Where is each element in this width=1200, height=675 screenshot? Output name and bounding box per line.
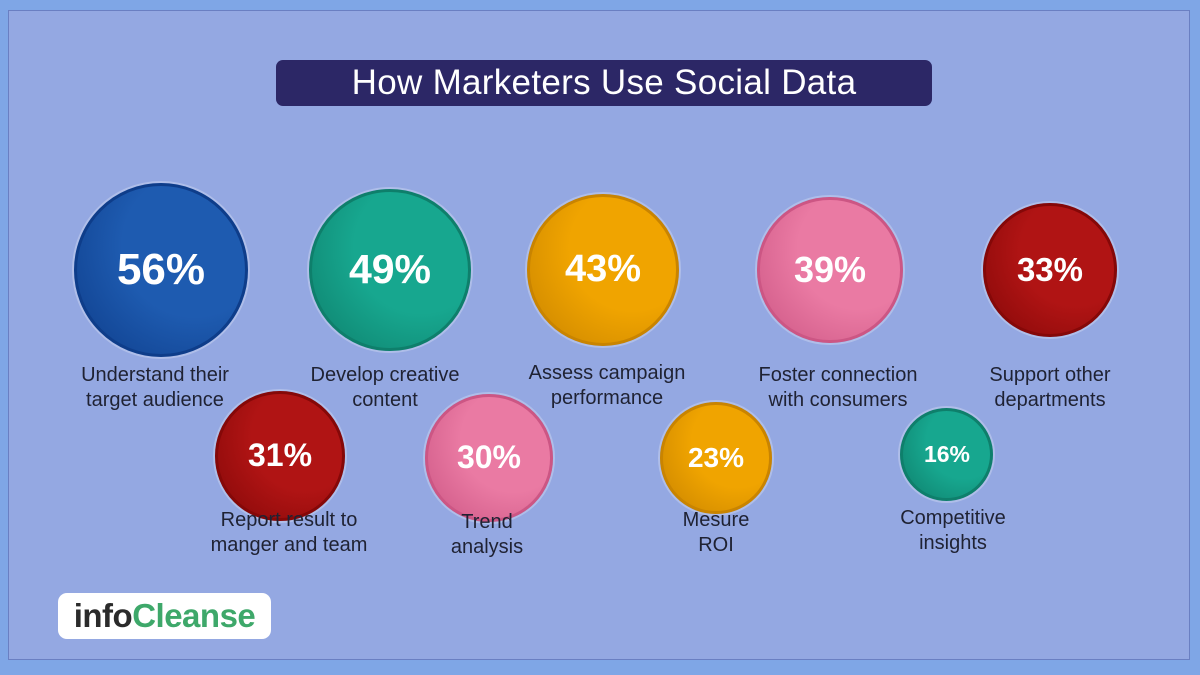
bubble-caption: Understand their target audience <box>81 364 229 411</box>
bubble-value-label: 33% <box>1016 250 1084 288</box>
chart-title: How Marketers Use Social Data <box>276 60 932 106</box>
bubble-caption: Support other departments <box>989 364 1111 411</box>
bubble-30: 30% <box>425 394 553 522</box>
logo-text-info: info <box>73 597 133 634</box>
bubble-caption: Report result to manger and team <box>210 509 368 556</box>
bubble-39: 39% <box>757 197 903 343</box>
bubble-56: 56% <box>74 183 248 357</box>
bubble-value-label: 30% <box>456 439 521 476</box>
bubble-value-label: 39% <box>793 248 867 290</box>
bubble-31: 31% <box>215 391 345 521</box>
bubble-caption: Mesure ROI <box>682 509 750 556</box>
infocleanse-logo: info Cleanse <box>58 593 271 639</box>
bubble-value-label: 49% <box>348 246 432 293</box>
bubble-value-label: 23% <box>687 441 744 473</box>
bubble-value-label: 56% <box>116 245 206 294</box>
logo-text-cleanse: Cleanse <box>132 597 256 634</box>
bubble-caption: Foster connection with consumers <box>758 364 918 411</box>
bubble-33: 33% <box>983 203 1117 337</box>
bubble-23: 23% <box>660 402 772 514</box>
bubble-caption: Trend analysis <box>450 511 524 558</box>
bubble-43: 43% <box>526 193 680 347</box>
bubble-49: 49% <box>308 188 472 352</box>
bubble-caption: Competitive insights <box>900 507 1006 554</box>
bubble-value-label: 31% <box>247 437 313 474</box>
bubble-16: 16% <box>900 408 994 502</box>
bubble-caption: Assess campaign performance <box>528 362 686 409</box>
bubble-value-label: 43% <box>564 248 642 291</box>
bubble-caption: Develop creative content <box>310 364 460 411</box>
bubble-value-label: 16% <box>923 441 970 468</box>
